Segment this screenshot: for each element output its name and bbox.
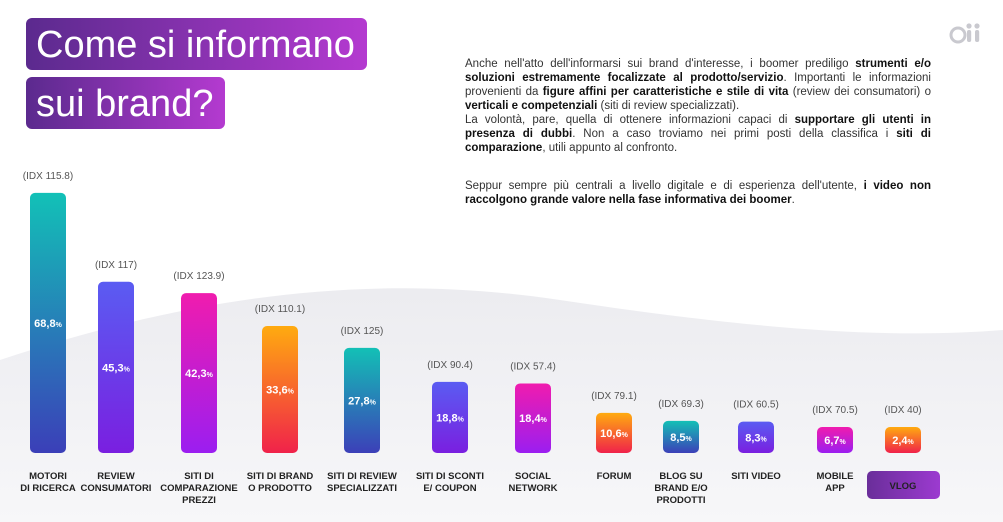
category-label: BLOG SU BRAND E/O PRODOTTI: [654, 471, 707, 506]
category-label: MOBILE APP: [817, 471, 854, 494]
paragraph1-fragment: figure affini per caratteristiche e stil…: [542, 86, 789, 98]
bar: [30, 192, 66, 453]
paragraph1-fragment: , utili appunto al confronto.: [542, 142, 678, 154]
bar: [596, 412, 632, 453]
paragraph1-fragment: siti di comparazione: [465, 128, 932, 154]
brand-logo: [949, 23, 980, 44]
category-label: SOCIAL NETWORK: [508, 471, 557, 494]
paragraph1-fragment: verticali e competenziali: [465, 100, 598, 112]
title-line-2: sui brand?: [26, 77, 226, 129]
bar-value-label: 18,8%: [436, 412, 464, 424]
bar-idx-label: (IDX 57.4): [510, 361, 556, 372]
paragraph1-fragment: (review dei consumatori) o: [788, 86, 931, 98]
paragraph1-fragment: Anche nell'atto dell'informarsi sui bran…: [465, 58, 856, 70]
paragraph2-fragment: .: [791, 194, 795, 206]
bar-idx-label: (IDX 69.3): [658, 399, 704, 410]
bar: [181, 293, 217, 453]
paragraph1-fragment: . Non a caso troviamo nei primi posti de…: [572, 128, 897, 140]
paragraph1-fragment: strumenti e/o soluzioni estremamente foc…: [465, 58, 931, 84]
paragraph1-fragment: La volontà, pare, quella di ottenere inf…: [465, 114, 795, 126]
bar-value-label: 42,3%: [185, 368, 213, 380]
bar-idx-label: (IDX 70.5): [812, 405, 858, 416]
bar-value-label: 6,7%: [824, 435, 846, 447]
category-label: MOTORI DI RICERCA: [20, 471, 76, 494]
bar-idx-label: (IDX 125): [341, 326, 384, 337]
paragraph1-fragment: supportare gli utenti in presenza di dub…: [465, 114, 931, 140]
vlog-highlight: [867, 471, 940, 499]
category-label: REVIEW CONSUMATORI: [81, 471, 152, 494]
paragraph2-fragment: Seppur sempre più centrali a livello dig…: [465, 180, 864, 192]
bar: [432, 381, 468, 453]
bar-value-label: 45,3%: [102, 362, 130, 374]
bar-value-label: 33,6%: [266, 384, 294, 396]
bar-value-label: 27,8%: [348, 395, 376, 407]
bar-idx-label: (IDX 79.1): [591, 391, 637, 402]
paragraph1-fragment: . Importanti le informazioni provenienti…: [465, 72, 931, 98]
bar: [262, 325, 298, 453]
category-label: SITI DI BRAND O PRODOTTO: [247, 471, 314, 494]
insight-paragraph-2: Seppur sempre più centrali a livello dig…: [465, 179, 931, 207]
bar-idx-label: (IDX 123.9): [173, 271, 224, 282]
bar-idx-label: (IDX 60.5): [733, 400, 779, 411]
paragraph2-fragment: i video non raccolgono grande valore nel…: [465, 180, 932, 206]
insight-paragraph-1: Anche nell'atto dell'informarsi sui bran…: [465, 57, 931, 155]
bar-value-label: 8,3%: [745, 432, 767, 444]
bar: [663, 420, 699, 453]
category-label: SITI DI COMPARAZIONE PREZZI: [160, 471, 237, 506]
category-label: SITI DI REVIEW SPECIALIZZATI: [327, 471, 397, 494]
bar-value-label: 10,6%: [600, 428, 628, 440]
paragraph1-fragment: (siti di review specializzati).: [597, 100, 740, 112]
bar-idx-label: (IDX 115.8): [23, 171, 73, 182]
bar-idx-label: (IDX 110.1): [255, 304, 305, 315]
bar-value-label: 18,4%: [519, 413, 547, 425]
bar: [515, 383, 551, 453]
bar-value-label: 2,4%: [892, 435, 914, 447]
bar-idx-label: (IDX 40): [884, 405, 921, 416]
bar: [817, 427, 853, 453]
category-label: SITI DI SCONTI E/ COUPON: [416, 471, 484, 494]
bar: [98, 281, 134, 453]
bar-value-label: 8,5%: [670, 432, 692, 444]
bar-idx-label: (IDX 117): [95, 260, 137, 271]
bar: [344, 347, 380, 453]
bar: [885, 427, 921, 453]
category-label: VLOG: [890, 481, 917, 492]
category-label: SITI VIDEO: [731, 471, 781, 482]
bar: [738, 421, 774, 453]
category-label: FORUM: [597, 471, 632, 482]
bar-value-label: 68,8%: [34, 318, 62, 330]
title-line-1: Come si informano: [26, 18, 367, 70]
bar-idx-label: (IDX 90.4): [427, 360, 473, 371]
